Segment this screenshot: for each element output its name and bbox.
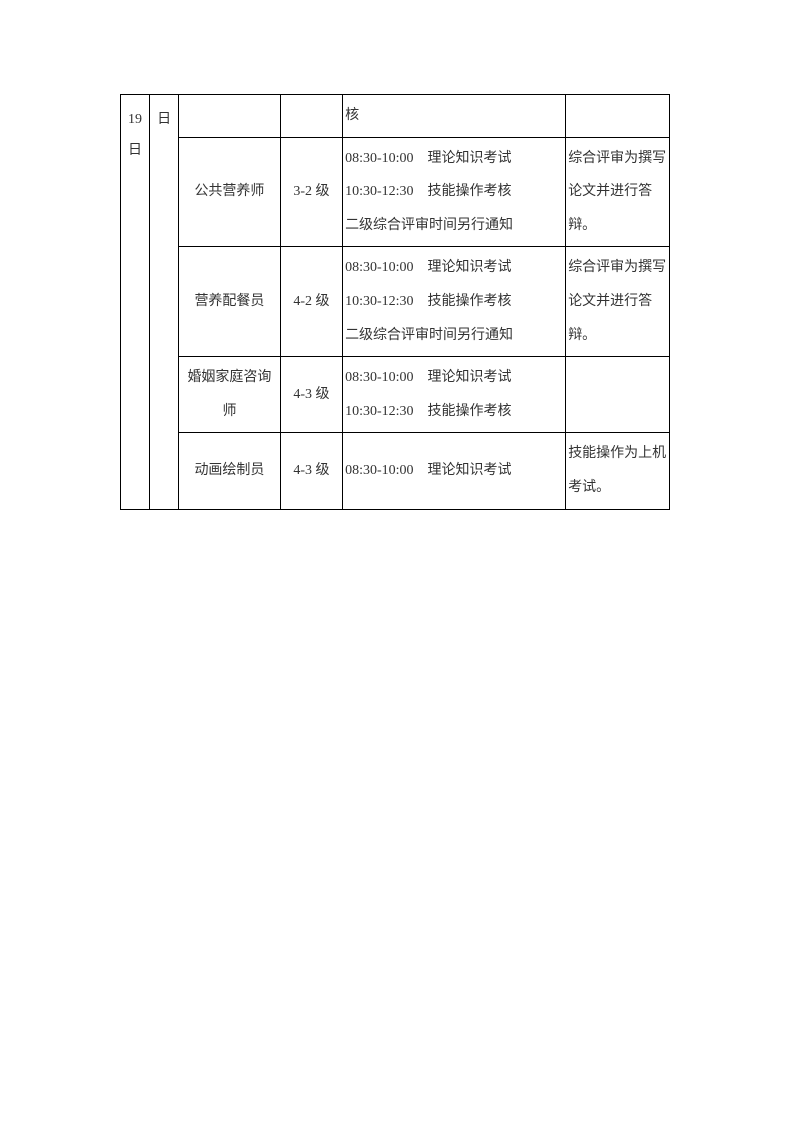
note-cell: 综合评审为撰写论文并进行答辩。 xyxy=(566,247,670,357)
name-cell: 动画绘制员 xyxy=(179,433,281,509)
note-cell xyxy=(566,95,670,138)
schedule-cell: 08:30-10:00 理论知识考试10:30-12:30 技能操作考核 xyxy=(343,357,566,433)
level-cell: 3-2 级 xyxy=(280,137,342,247)
schedule-cell: 核 xyxy=(343,95,566,138)
note-cell xyxy=(566,357,670,433)
table-row: 19 日 日 核 xyxy=(121,95,670,138)
level-cell: 4-3 级 xyxy=(280,433,342,509)
level-cell: 4-2 级 xyxy=(280,247,342,357)
table-row: 营养配餐员 4-2 级 08:30-10:00 理论知识考试10:30-12:3… xyxy=(121,247,670,357)
date-text-1: 19 日 xyxy=(123,105,147,167)
note-cell: 技能操作为上机考试。 xyxy=(566,433,670,509)
name-cell: 婚姻家庭咨询师 xyxy=(179,357,281,433)
date-cell-1: 19 日 xyxy=(121,95,150,510)
schedule-table-container: 19 日 日 核 公共营养师 3-2 级 08:30-10:00 理论知识考试1… xyxy=(120,94,670,510)
name-cell xyxy=(179,95,281,138)
level-cell: 4-3 级 xyxy=(280,357,342,433)
table-row: 动画绘制员 4-3 级 08:30-10:00 理论知识考试 技能操作为上机考试… xyxy=(121,433,670,509)
schedule-cell: 08:30-10:00 理论知识考试10:30-12:30 技能操作考核二级综合… xyxy=(343,137,566,247)
schedule-cell: 08:30-10:00 理论知识考试 xyxy=(343,433,566,509)
schedule-table: 19 日 日 核 公共营养师 3-2 级 08:30-10:00 理论知识考试1… xyxy=(120,94,670,510)
name-cell: 公共营养师 xyxy=(179,137,281,247)
level-cell xyxy=(280,95,342,138)
table-row: 婚姻家庭咨询师 4-3 级 08:30-10:00 理论知识考试10:30-12… xyxy=(121,357,670,433)
note-cell: 综合评审为撰写论文并进行答辩。 xyxy=(566,137,670,247)
table-row: 公共营养师 3-2 级 08:30-10:00 理论知识考试10:30-12:3… xyxy=(121,137,670,247)
date-text-2: 日 xyxy=(152,105,176,136)
name-cell: 营养配餐员 xyxy=(179,247,281,357)
date-cell-2: 日 xyxy=(150,95,179,510)
schedule-cell: 08:30-10:00 理论知识考试10:30-12:30 技能操作考核二级综合… xyxy=(343,247,566,357)
